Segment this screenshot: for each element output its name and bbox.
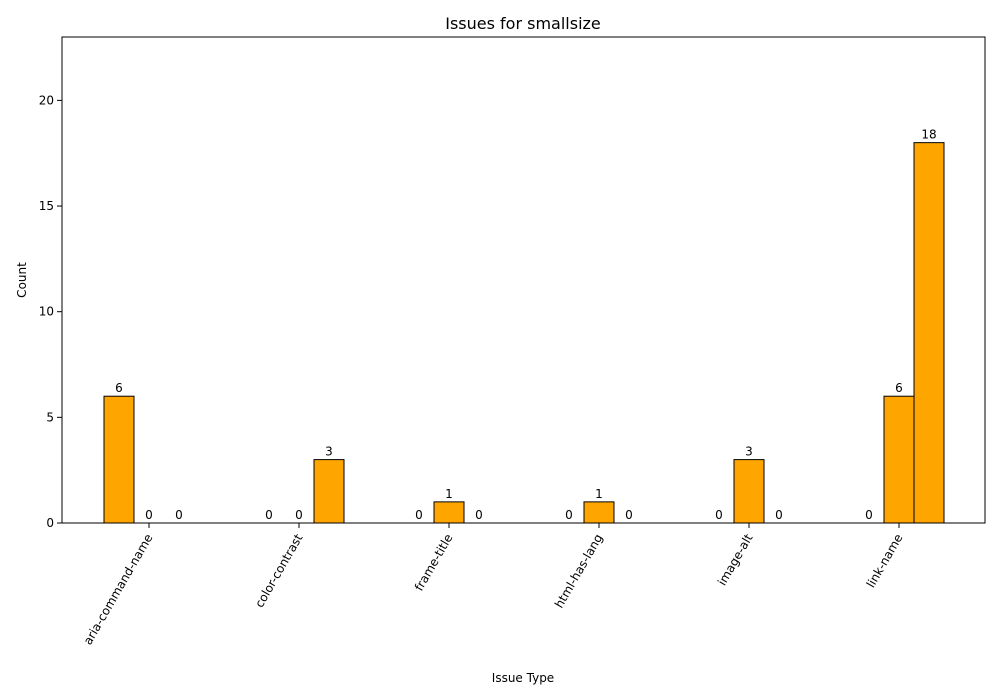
x-axis: aria-command-name color-contrast frame-tit… (81, 523, 906, 647)
bar-link-name-s2 (883, 395, 915, 524)
bar-value-label: 6 (895, 381, 903, 395)
x-tick-label: html-has-lang (552, 532, 606, 611)
bar-value-label: 1 (445, 487, 453, 501)
x-tick-label: color-contrast (252, 531, 306, 610)
bar-value-label: 0 (865, 508, 873, 522)
x-tick-label: aria-command-name (81, 532, 156, 648)
y-axis: 0 5 10 15 20 (39, 93, 62, 530)
y-tick-label: 20 (39, 93, 54, 107)
x-axis-label: Issue Type (492, 671, 554, 685)
bar-value-label: 0 (145, 508, 153, 522)
y-tick-label: 10 (39, 305, 54, 319)
bar-value-label: 0 (175, 508, 183, 522)
bar-value-label: 0 (775, 508, 783, 522)
bar-value-label: 0 (625, 508, 633, 522)
y-tick-label: 5 (46, 410, 54, 424)
x-tick-label: image-alt (715, 531, 756, 588)
bar-labels-group: 6 0 0 0 0 3 0 1 0 0 1 0 0 3 0 0 6 18 (115, 128, 936, 522)
chart-title: Issues for smallsize (445, 14, 601, 33)
plot-frame (61, 36, 986, 524)
bar-image-alt-s2 (733, 459, 765, 524)
bar-value-label: 0 (475, 508, 483, 522)
bar-aria-command-name-s1 (103, 395, 135, 524)
bar-value-label: 3 (745, 445, 753, 459)
y-tick-label: 15 (39, 199, 54, 213)
bar-value-label: 3 (325, 445, 333, 459)
bar-frame-title-s2 (433, 501, 465, 524)
bar-color-contrast-s3 (313, 459, 345, 524)
bar-value-label: 18 (921, 128, 936, 142)
x-tick-label: link-name (864, 532, 906, 591)
x-tick-label: frame-title (412, 532, 456, 594)
y-tick-label: 0 (46, 516, 54, 530)
bar-html-has-lang-s2 (583, 501, 615, 524)
bar-value-label: 0 (415, 508, 423, 522)
bars-group (103, 142, 945, 524)
bar-link-name-s3 (913, 142, 945, 524)
bar-value-label: 0 (265, 508, 273, 522)
y-axis-label: Count (15, 262, 29, 298)
bar-value-label: 1 (595, 487, 603, 501)
bar-value-label: 6 (115, 381, 123, 395)
bar-value-label: 0 (565, 508, 573, 522)
bar-value-label: 0 (295, 508, 303, 522)
bar-value-label: 0 (715, 508, 723, 522)
